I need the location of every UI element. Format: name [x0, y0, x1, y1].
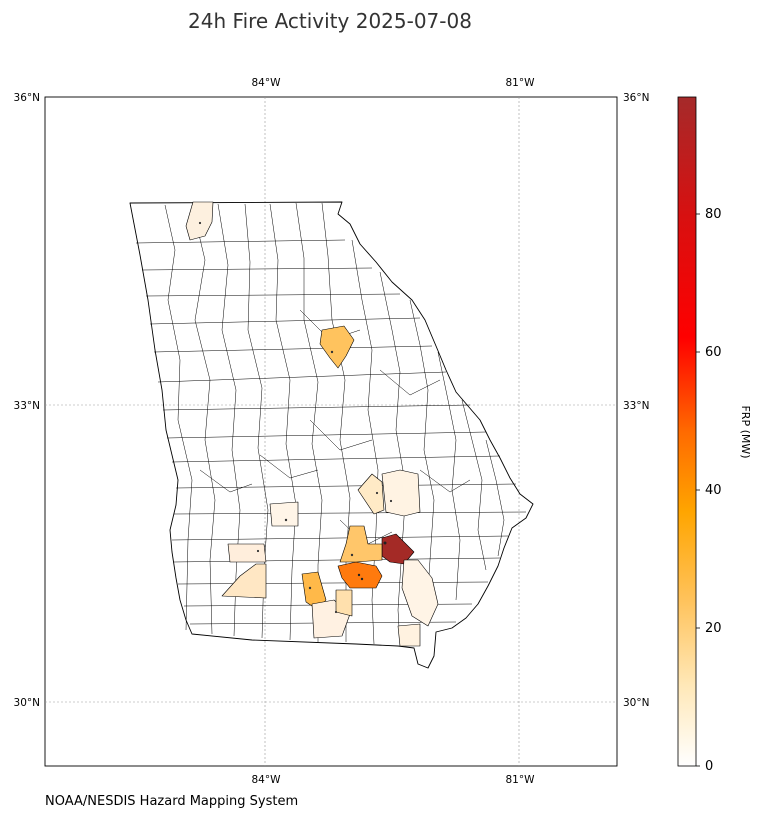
right-tick-30n: 30°N [623, 697, 649, 709]
county-fire-south-f [335, 589, 353, 617]
fire-detection-point [334, 610, 338, 614]
left-tick-36n: 36°N [14, 92, 40, 104]
colorbar-tick-20: 20 [705, 621, 722, 636]
fire-detection-point [198, 221, 202, 225]
left-tick-33n: 33°N [14, 400, 40, 412]
bottom-tick-84w: 84°W [252, 774, 282, 786]
county-fire-east-central-b [381, 469, 421, 517]
map-title: 24h Fire Activity 2025-07-08 [188, 9, 472, 33]
colorbar: 0 20 40 60 80 FRP (MW) [677, 96, 752, 774]
fire-detections [198, 221, 393, 614]
georgia-state [129, 201, 534, 669]
top-tick-84w: 84°W [252, 77, 282, 89]
fire-detection-point [360, 577, 364, 581]
colorbar-label: FRP (MW) [739, 405, 752, 458]
fire-detection-point [375, 491, 379, 495]
left-tick-30n: 30°N [14, 697, 40, 709]
county-fire-southeast [397, 623, 421, 647]
colorbar-gradient [677, 96, 697, 767]
county-fire-east-central-a [357, 473, 385, 515]
county-fire-south-g [401, 559, 439, 627]
source-attribution: NOAA/NESDIS Hazard Mapping System [45, 794, 298, 809]
top-tick-81w: 81°W [506, 77, 536, 89]
graticule [45, 97, 617, 766]
fire-counties [185, 201, 439, 647]
colorbar-tick-0: 0 [705, 759, 713, 774]
map-frame [44, 96, 618, 767]
right-tick-33n: 33°N [623, 400, 649, 412]
colorbar-tick-40: 40 [705, 483, 722, 498]
georgia-outline [129, 201, 534, 669]
county-fire-northeast-central [319, 325, 355, 369]
fire-detection-point [308, 586, 312, 590]
county-fire-south-central-a [269, 501, 299, 527]
colorbar-tick-60: 60 [705, 345, 722, 360]
county-fire-northwest [185, 201, 214, 241]
fire-detection-point [357, 573, 361, 577]
county-fire-southwest-a [227, 543, 267, 563]
fire-detection-point [284, 518, 288, 522]
fire-detection-point [383, 541, 387, 545]
county-fire-southwest-b [221, 563, 267, 599]
colorbar-tick-80: 80 [705, 207, 722, 222]
fire-detection-point [389, 499, 393, 503]
fire-detection-point [330, 350, 334, 354]
fire-detection-point [256, 549, 260, 553]
fire-detection-point [350, 553, 354, 557]
county-fire-south-d [339, 525, 383, 563]
right-tick-36n: 36°N [623, 92, 649, 104]
bottom-tick-81w: 81°W [506, 774, 536, 786]
